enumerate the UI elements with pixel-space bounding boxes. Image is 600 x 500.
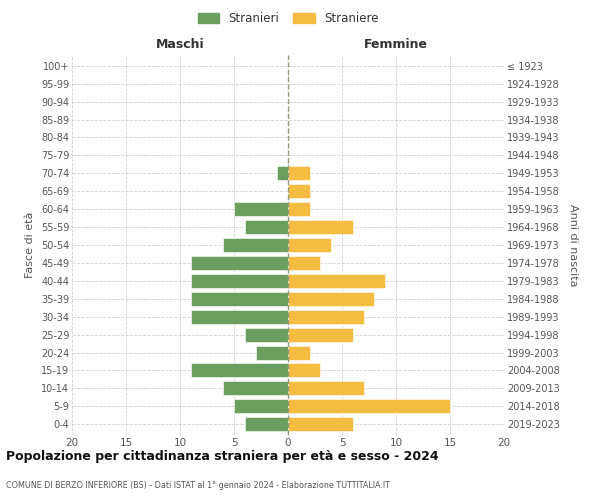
Bar bbox=[288, 202, 310, 216]
Text: COMUNE DI BERZO INFERIORE (BS) - Dati ISTAT al 1° gennaio 2024 - Elaborazione TU: COMUNE DI BERZO INFERIORE (BS) - Dati IS… bbox=[6, 481, 390, 490]
Bar bbox=[288, 292, 374, 306]
Bar bbox=[288, 400, 450, 413]
Bar bbox=[234, 202, 288, 216]
Text: Popolazione per cittadinanza straniera per età e sesso - 2024: Popolazione per cittadinanza straniera p… bbox=[6, 450, 439, 463]
Legend: Stranieri, Straniere: Stranieri, Straniere bbox=[194, 8, 382, 28]
Bar bbox=[288, 220, 353, 234]
Y-axis label: Fasce di età: Fasce di età bbox=[25, 212, 35, 278]
Bar bbox=[245, 328, 288, 342]
Text: Maschi: Maschi bbox=[155, 38, 205, 52]
Bar bbox=[191, 256, 288, 270]
Bar bbox=[234, 400, 288, 413]
Text: Femmine: Femmine bbox=[364, 38, 428, 52]
Bar bbox=[191, 364, 288, 378]
Bar bbox=[288, 346, 310, 360]
Bar bbox=[288, 328, 353, 342]
Bar bbox=[191, 310, 288, 324]
Bar bbox=[288, 166, 310, 180]
Bar bbox=[288, 256, 320, 270]
Bar bbox=[288, 418, 353, 431]
Bar bbox=[288, 382, 364, 396]
Bar bbox=[277, 166, 288, 180]
Bar bbox=[245, 220, 288, 234]
Bar bbox=[191, 274, 288, 288]
Bar bbox=[191, 292, 288, 306]
Bar bbox=[288, 274, 385, 288]
Bar bbox=[256, 346, 288, 360]
Bar bbox=[288, 184, 310, 198]
Bar bbox=[288, 364, 320, 378]
Y-axis label: Anni di nascita: Anni di nascita bbox=[568, 204, 578, 286]
Bar bbox=[245, 418, 288, 431]
Bar bbox=[288, 310, 364, 324]
Bar bbox=[288, 238, 331, 252]
Bar bbox=[223, 238, 288, 252]
Bar bbox=[223, 382, 288, 396]
